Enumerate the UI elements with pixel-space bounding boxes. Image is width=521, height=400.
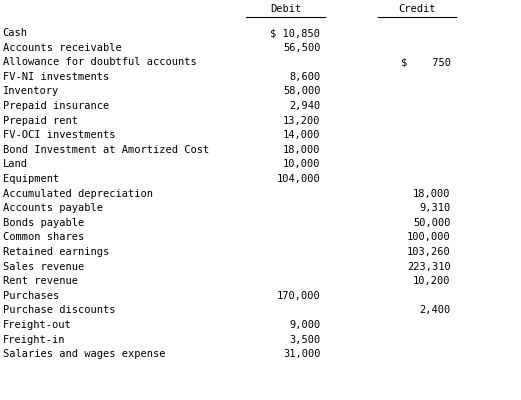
Text: 18,000: 18,000 — [413, 188, 451, 198]
Text: 8,600: 8,600 — [289, 72, 320, 82]
Text: 9,310: 9,310 — [419, 203, 451, 213]
Text: 103,260: 103,260 — [407, 247, 451, 257]
Text: 2,940: 2,940 — [289, 101, 320, 111]
Text: Accumulated depreciation: Accumulated depreciation — [3, 188, 153, 198]
Text: Prepaid insurance: Prepaid insurance — [3, 101, 109, 111]
Text: Purchase discounts: Purchase discounts — [3, 306, 115, 315]
Text: Accounts payable: Accounts payable — [3, 203, 103, 213]
Text: 170,000: 170,000 — [277, 291, 320, 301]
Text: $    750: $ 750 — [401, 57, 451, 67]
Text: Sales revenue: Sales revenue — [3, 262, 84, 272]
Text: Land: Land — [3, 159, 28, 169]
Text: 223,310: 223,310 — [407, 262, 451, 272]
Text: Rent revenue: Rent revenue — [3, 276, 78, 286]
Text: Equipment: Equipment — [3, 174, 59, 184]
Text: Freight-out: Freight-out — [3, 320, 71, 330]
Text: 10,000: 10,000 — [283, 159, 320, 169]
Text: Bonds payable: Bonds payable — [3, 218, 84, 228]
Text: Bond Investment at Amortized Cost: Bond Investment at Amortized Cost — [3, 145, 209, 155]
Text: Prepaid rent: Prepaid rent — [3, 116, 78, 126]
Text: 13,200: 13,200 — [283, 116, 320, 126]
Text: Inventory: Inventory — [3, 86, 59, 96]
Text: Freight-in: Freight-in — [3, 334, 65, 344]
Text: 100,000: 100,000 — [407, 232, 451, 242]
Text: 10,200: 10,200 — [413, 276, 451, 286]
Text: 14,000: 14,000 — [283, 130, 320, 140]
Text: 18,000: 18,000 — [283, 145, 320, 155]
Text: Salaries and wages expense: Salaries and wages expense — [3, 349, 165, 359]
Text: FV-OCI investments: FV-OCI investments — [3, 130, 115, 140]
Text: Common shares: Common shares — [3, 232, 84, 242]
Text: 58,000: 58,000 — [283, 86, 320, 96]
Text: Allowance for doubtful accounts: Allowance for doubtful accounts — [3, 57, 196, 67]
Text: Purchases: Purchases — [3, 291, 59, 301]
Text: 56,500: 56,500 — [283, 42, 320, 52]
Text: Cash: Cash — [3, 28, 28, 38]
Text: 31,000: 31,000 — [283, 349, 320, 359]
Text: $ 10,850: $ 10,850 — [270, 28, 320, 38]
Text: 104,000: 104,000 — [277, 174, 320, 184]
Text: FV-NI investments: FV-NI investments — [3, 72, 109, 82]
Text: Debit: Debit — [270, 4, 301, 14]
Text: Accounts receivable: Accounts receivable — [3, 42, 121, 52]
Text: 3,500: 3,500 — [289, 334, 320, 344]
Text: 2,400: 2,400 — [419, 306, 451, 315]
Text: 50,000: 50,000 — [413, 218, 451, 228]
Text: Retained earnings: Retained earnings — [3, 247, 109, 257]
Text: 9,000: 9,000 — [289, 320, 320, 330]
Text: Credit: Credit — [398, 4, 436, 14]
